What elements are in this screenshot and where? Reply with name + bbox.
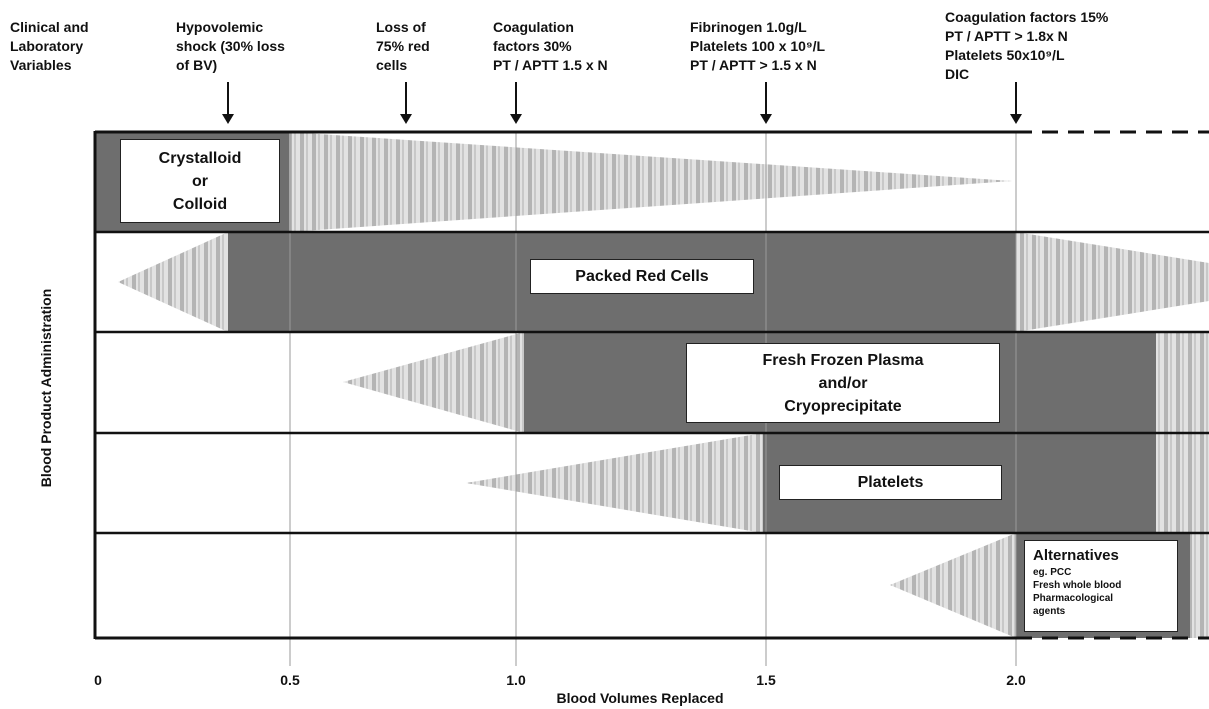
header-event-red-cell-loss: Loss of 75% red cells (376, 19, 430, 73)
event-arrow-head-1 (400, 114, 412, 124)
event-arrow-head-3 (760, 114, 772, 124)
row-label-alternatives: Alternatives eg. PCC Fresh whole blood P… (1024, 540, 1178, 632)
header-event-fibrinogen: Fibrinogen 1.0g/L Platelets 100 x 10⁹/L … (690, 19, 826, 73)
row-label-platelets: Platelets (779, 465, 1002, 500)
alternatives-ramp (890, 533, 1016, 638)
packed-red-cells-taper (1016, 232, 1209, 332)
platelets-tail (1156, 433, 1209, 533)
event-arrow-head-2 (510, 114, 522, 124)
header-event-hypovolemic-shock: Hypovolemic shock (30% loss of BV) (176, 19, 285, 73)
platelets-label-text: Platelets (857, 473, 924, 491)
fresh-frozen-plasma-label-text: Fresh Frozen Plasma and/or Cryoprecipita… (762, 351, 924, 415)
x-tick-1-0: 1.0 (506, 672, 526, 688)
event-arrow-head-4 (1010, 114, 1022, 124)
y-axis-label: Blood Product Administration (38, 288, 54, 488)
x-axis-label: Blood Volumes Replaced (556, 690, 724, 706)
header-event-coagulation-15: Coagulation factors 15% PT / APTT > 1.8x… (945, 9, 1109, 82)
alternatives-label-examples: eg. PCC Fresh whole blood Pharmacologica… (1033, 567, 1122, 617)
x-tick-0-5: 0.5 (280, 672, 300, 688)
row-label-crystalloid: Crystalloid or Colloid (120, 139, 280, 223)
fresh-frozen-plasma-tail (1156, 332, 1209, 433)
x-tick-2-0: 2.0 (1006, 672, 1026, 688)
crystalloid-taper (289, 132, 1012, 232)
header-event-coagulation-30: Coagulation factors 30% PT / APTT 1.5 x … (493, 19, 608, 73)
fresh-frozen-plasma-ramp (343, 332, 524, 433)
packed-red-cells-ramp (118, 232, 228, 332)
alternatives-label-title: Alternatives (1033, 547, 1119, 564)
header-variables-label: Clinical and Laboratory Variables (10, 19, 89, 73)
row-label-fresh-frozen-plasma: Fresh Frozen Plasma and/or Cryoprecipita… (686, 343, 1000, 423)
row-label-packed-red-cells: Packed Red Cells (530, 259, 754, 294)
x-tick-1-5: 1.5 (756, 672, 776, 688)
event-arrow-head-0 (222, 114, 234, 124)
platelets-ramp (466, 433, 763, 533)
crystalloid-label-text: Crystalloid or Colloid (158, 149, 242, 213)
alternatives-tail (1190, 533, 1209, 638)
packed-red-cells-label-text: Packed Red Cells (575, 267, 709, 285)
x-tick-0: 0 (94, 672, 102, 688)
